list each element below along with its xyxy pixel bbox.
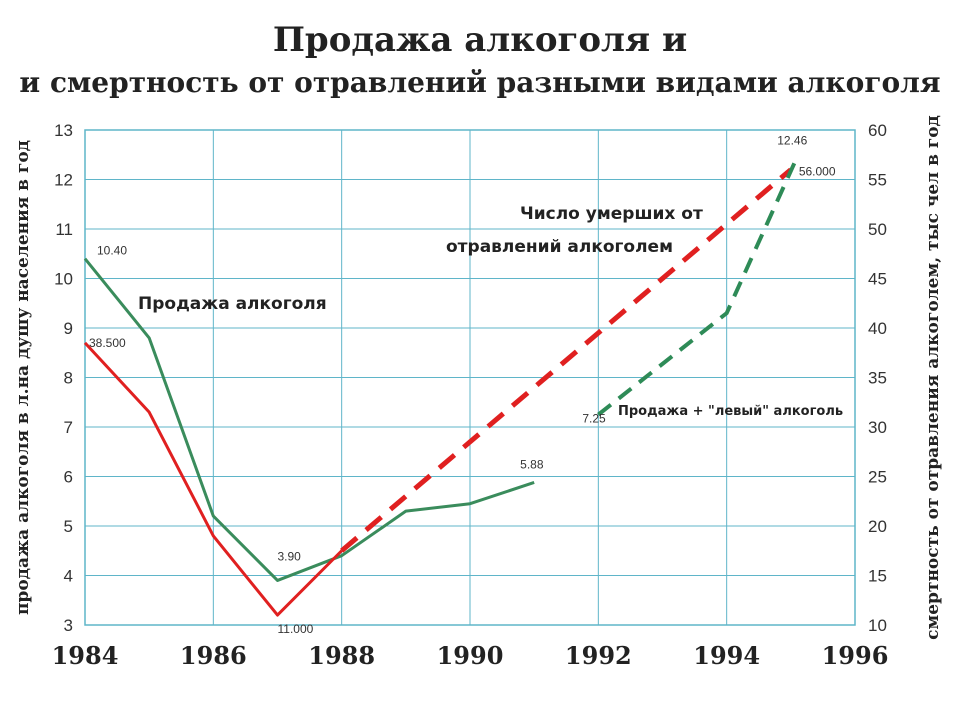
y-left-tick-label: 5 (64, 517, 73, 536)
y-left-tick-label: 6 (64, 468, 73, 487)
x-tick-label: 1992 (565, 641, 632, 670)
series-line-deaths-solid (83, 341, 343, 617)
data-label: 38.500 (89, 336, 126, 350)
x-tick-label: 1994 (693, 641, 760, 670)
y-left-tick-label: 11 (55, 220, 73, 239)
y-left-tick-label: 4 (64, 567, 73, 586)
y-right-tick-label: 20 (868, 517, 887, 536)
x-tick-label: 1990 (437, 641, 504, 670)
y-left-tick-label: 7 (64, 418, 73, 437)
y-right-tick-label: 40 (868, 319, 887, 338)
series-line-alcohol-sales (83, 257, 535, 582)
x-tick-label: 1984 (52, 641, 119, 670)
y-left-tick-label: 8 (64, 369, 73, 388)
y-right-axis-title: смертность от отравления алкоголем, тыс … (923, 115, 943, 640)
data-label: 10.40 (97, 244, 127, 258)
y-right-tick-label: 60 (868, 121, 887, 140)
x-tick-label: 1986 (180, 641, 247, 670)
data-label: 5.88 (520, 457, 544, 471)
plot-frame (84, 129, 856, 626)
x-tick-label: 1996 (822, 641, 889, 670)
y-left-tick-label: 10 (54, 270, 73, 289)
chart-subtitle: и смертность от отравлений разными видам… (19, 66, 941, 99)
data-label: 12.46 (777, 134, 807, 148)
y-right-tick-label: 10 (868, 616, 887, 635)
annotation-label: отравлений алкоголем (446, 237, 673, 257)
y-left-tick-label: 3 (64, 616, 73, 635)
x-tick-label: 1988 (308, 641, 375, 670)
y-right-tick-label: 15 (868, 567, 887, 586)
y-right-tick-label: 55 (868, 171, 887, 190)
y-left-tick-label: 13 (54, 121, 73, 140)
annotation-label: Продажа алкоголя (138, 294, 327, 314)
data-label: 11.000 (278, 622, 314, 636)
annotation-label: Число умерших от (520, 204, 703, 224)
data-label: 56.000 (799, 165, 836, 179)
y-right-tick-label: 35 (868, 369, 887, 388)
y-right-tick-label: 25 (868, 468, 887, 487)
annotation-label: Продажа + "левый" алкоголь (618, 404, 843, 419)
data-label: 3.90 (278, 549, 302, 563)
series-line-sales-plus-illegal (597, 155, 800, 417)
y-left-tick-label: 9 (64, 319, 73, 338)
series-line-deaths-dashed (340, 167, 793, 553)
y-right-tick-label: 45 (868, 270, 887, 289)
data-label: 7.25 (582, 412, 606, 426)
y-right-tick-label: 50 (868, 220, 887, 239)
y-left-tick-label: 12 (54, 171, 73, 190)
y-right-tick-label: 30 (868, 418, 887, 437)
y-left-axis-title: продажа алкоголя в л.на душу населения в… (13, 140, 33, 615)
chart-title: Продажа алкоголя и (272, 20, 688, 60)
